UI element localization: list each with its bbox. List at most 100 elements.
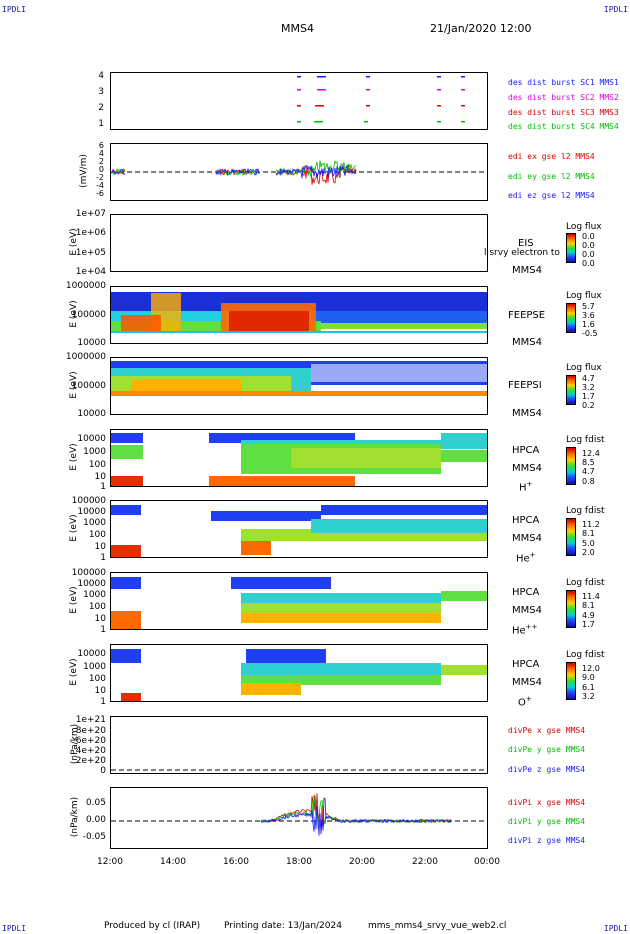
divpe-ytick: 0	[100, 766, 106, 776]
x-tick-label: 12:00	[97, 857, 123, 867]
divpe-ytick: 4e+20	[75, 746, 106, 756]
efield-ytick: 2	[98, 157, 104, 166]
species-name: O	[518, 697, 526, 709]
hpca-he-cbar-value: 5.0	[582, 539, 595, 548]
efield-plot	[111, 160, 487, 185]
hpca-o-spectrogram	[111, 649, 487, 701]
feepse-cbar-value: 3.6	[582, 311, 595, 320]
x-tick-label: 16:00	[223, 857, 249, 867]
hpca-h-cbar-value: 8.5	[582, 458, 595, 467]
panel-divpi	[110, 787, 488, 849]
panel-eis	[110, 214, 488, 272]
hpca-h-instrument-label: HPCA	[512, 445, 540, 456]
feepsi-colorbar	[566, 375, 576, 405]
feepse-cbar-title: Log flux	[566, 291, 602, 301]
burst-mark	[315, 105, 324, 107]
eis-colorbar	[566, 233, 576, 263]
hpca-o-ytick: 1	[100, 697, 106, 707]
feepse-cbar-value: 5.7	[582, 302, 595, 311]
hpca-hepp-cbar-value: 1.7	[582, 620, 595, 629]
spectrogram-band	[211, 511, 321, 521]
hpca-hepp-spectrogram	[111, 577, 487, 629]
spectrogram-band	[121, 693, 141, 701]
legend-divpe-y: divPe y gse MMS4	[508, 745, 586, 754]
divpe-ytick: 6e+20	[75, 736, 106, 746]
hpca-he-spectrogram	[111, 505, 487, 557]
hpca-o-instrument-label: HPCA	[512, 659, 540, 670]
efield-trace	[215, 167, 260, 176]
panel-feepsi	[110, 357, 488, 415]
feepse-instrument-label: FEEPSE	[508, 310, 546, 321]
spectrogram-band	[229, 311, 309, 331]
spectrogram-band	[311, 364, 487, 382]
efield-ytick: -2	[96, 173, 104, 182]
hpca-he-cbar-title: Log fdist	[566, 506, 605, 516]
spectrogram-band	[241, 675, 441, 685]
hpca-he-ytick: 10	[94, 542, 106, 552]
divpi-plot	[111, 793, 487, 836]
spectrogram-band	[209, 433, 355, 443]
hpca-h-spectrogram	[111, 433, 487, 486]
hpca-h-ytick: 1000	[83, 447, 106, 457]
panel-efield	[110, 143, 488, 201]
footer-printing-date: Printing date: 13/Jan/2024	[224, 921, 342, 931]
eis-cbar-value: 0.0	[582, 250, 595, 259]
panel-burst	[110, 72, 488, 130]
hpca-he-ytick: 100000	[71, 496, 106, 506]
footer-producer: Produced by cl (IRAP)	[104, 921, 201, 931]
spectrogram-band	[111, 545, 141, 557]
hpca-h-sc-label: MMS4	[512, 463, 542, 474]
burst-mark	[297, 76, 301, 78]
spectrogram-band	[111, 476, 143, 486]
hpca-hepp-colorbar	[566, 590, 576, 628]
feepse-sc-label: MMS4	[512, 337, 542, 348]
burst-mark	[437, 121, 441, 123]
burst-mark	[366, 105, 370, 107]
efield-ytick: 6	[98, 141, 104, 150]
spectrogram-band	[209, 476, 355, 486]
legend-burst-mms1: des dist burst SC1 MMS1	[508, 78, 619, 87]
burst-ytick: 4	[98, 71, 104, 81]
legend-divpi-z: divPi z gse MMS4	[508, 836, 586, 845]
spectrogram-band	[111, 391, 487, 396]
hpca-o-species: O+	[518, 695, 532, 708]
burst-mark	[366, 76, 370, 78]
eis-ytick: 1e+07	[75, 209, 106, 219]
hpca-o-sc-label: MMS4	[512, 677, 542, 688]
species-charge: +	[529, 551, 536, 559]
hpca-hepp-ytick: 1	[100, 625, 106, 635]
x-tick-label: 00:00	[474, 857, 500, 867]
feepsi-cbar-value: 0.2	[582, 401, 595, 410]
spectrogram-band	[291, 448, 441, 468]
spectrogram-band	[311, 311, 487, 325]
panel-hpca-hepp	[110, 572, 488, 630]
hpca-hepp-cbar-value: 11.4	[582, 592, 600, 601]
hpca-o-ytick: 100	[88, 674, 106, 684]
hpca-he-ytick: 1	[100, 553, 106, 563]
spectrogram-band	[441, 433, 487, 449]
legend-divpi-x: divPi x gse MMS4	[508, 798, 586, 807]
efield-ytick: -4	[96, 181, 104, 190]
eis-plot	[111, 215, 487, 271]
x-tick-label: 18:00	[286, 857, 312, 867]
feepse-ytick: 100000	[71, 310, 106, 320]
spectrogram-band	[111, 445, 143, 459]
divpe-ytick: 2e+20	[75, 756, 106, 766]
spacecraft-title: MMS4	[281, 22, 314, 35]
divpi-ytick: 0.05	[85, 798, 106, 808]
hpca-o-ytick: 10	[94, 686, 106, 696]
efield-ytick: 4	[98, 149, 104, 158]
spectrogram-band	[131, 380, 241, 392]
hpca-hepp-ytick: 10000	[77, 579, 106, 589]
spectrogram-band	[121, 315, 161, 331]
legend-efield-x: edi ex gse l2 MMS4	[508, 152, 595, 161]
legend-divpi-y: divPi y gse MMS4	[508, 817, 586, 826]
legend-burst-mms4: des dist burst SC4 MMS4	[508, 122, 619, 131]
feepsi-sc-label: MMS4	[512, 408, 542, 419]
spectrogram-band	[441, 450, 487, 462]
hpca-he-cbar-value: 11.2	[582, 520, 600, 529]
hpca-h-ytick: 1	[100, 482, 106, 492]
hpca-hepp-ytick: 100	[88, 602, 106, 612]
burst-mark	[461, 89, 465, 91]
footer-script-name: mms_mms4_srvy_vue_web2.cl	[368, 921, 507, 931]
